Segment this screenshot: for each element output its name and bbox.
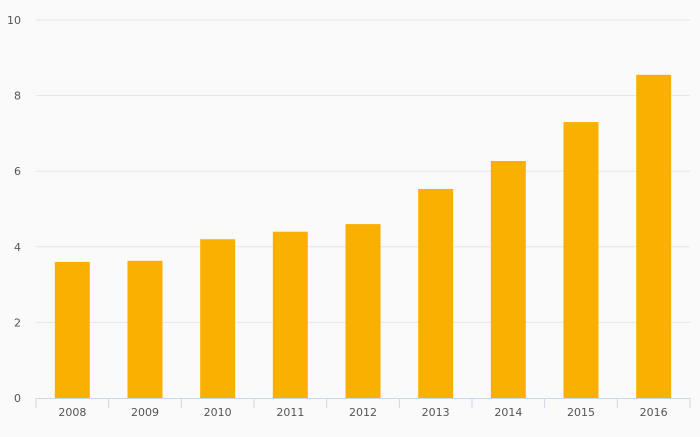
x-tick-label-2012: 2012: [349, 406, 377, 419]
y-tick-label-6: 6: [14, 165, 21, 178]
bar-2013[interactable]: [418, 188, 454, 398]
x-tick-label-2016: 2016: [640, 406, 668, 419]
bar-2014[interactable]: [490, 160, 526, 398]
y-tick-label-2: 2: [14, 316, 21, 329]
bar-2008[interactable]: [54, 261, 90, 398]
x-tick-label-2009: 2009: [131, 406, 159, 419]
bar-2015[interactable]: [563, 122, 599, 398]
bar-2010[interactable]: [200, 239, 236, 398]
y-tick-label-10: 10: [7, 14, 21, 27]
x-tick-label-2014: 2014: [494, 406, 522, 419]
bars: [54, 74, 672, 398]
bar-2016[interactable]: [636, 74, 672, 398]
bar-2011[interactable]: [272, 231, 308, 398]
y-tick-label-0: 0: [14, 392, 21, 405]
bar-2012[interactable]: [345, 224, 381, 398]
x-tick-label-2011: 2011: [276, 406, 304, 419]
y-axis-tick-labels: 0 2 4 6 8 10: [7, 14, 21, 405]
x-tick-label-2015: 2015: [567, 406, 595, 419]
x-tick-label-2010: 2010: [204, 406, 232, 419]
x-tick-label-2008: 2008: [58, 406, 86, 419]
x-tick-label-2013: 2013: [422, 406, 450, 419]
x-axis: [35, 398, 691, 408]
y-tick-label-8: 8: [14, 90, 21, 103]
bar-2009[interactable]: [127, 260, 163, 398]
y-tick-label-4: 4: [14, 241, 21, 254]
x-axis-tick-labels: 2008 2009 2010 2011 2012 2013 2014 2015 2016: [58, 406, 667, 419]
